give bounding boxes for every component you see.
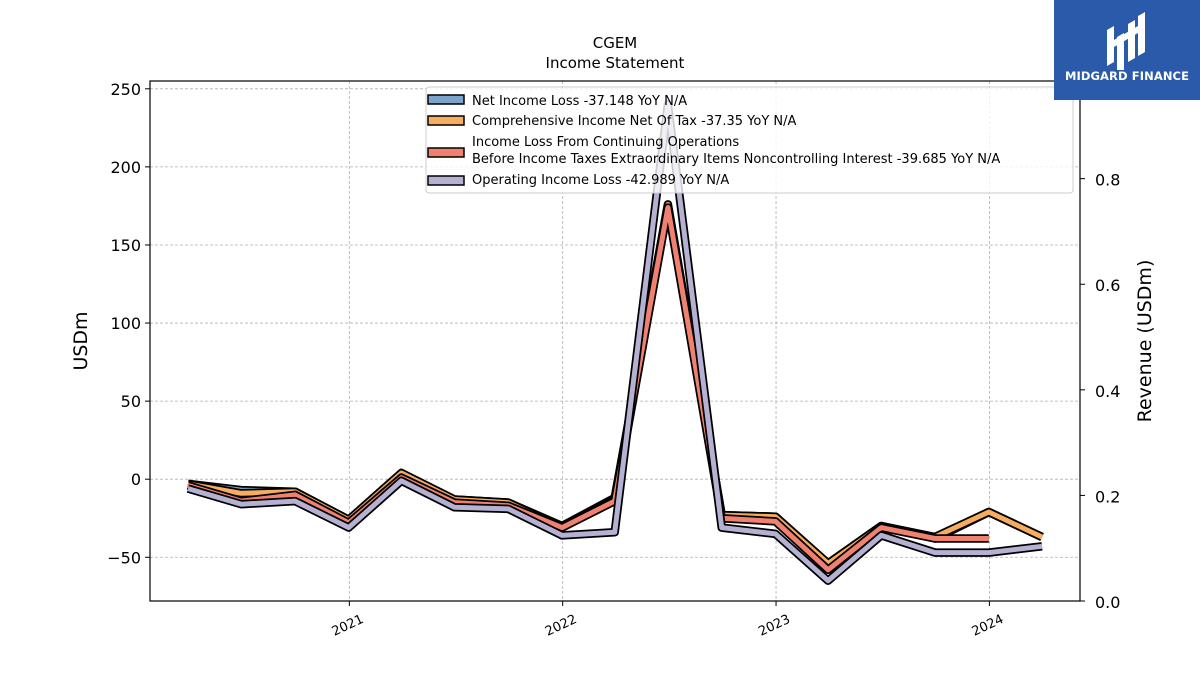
right-axis-ticks: 0.8 0.6 0.4 0.2 0.0: [1080, 171, 1120, 612]
chart-subtitle: Income Statement: [546, 54, 685, 72]
y-axis-label: USDm: [70, 311, 92, 370]
legend-box: [425, 86, 1074, 194]
legend-swatch: [427, 175, 465, 186]
series-line-fill: [187, 101, 1043, 584]
legend-label: Net Income Loss -37.148 YoY N/A: [472, 94, 687, 109]
series-line: [186, 203, 989, 575]
x-axis-ticks: 2021 2022 2023 2024: [330, 601, 1006, 640]
chart-title: CGEM: [593, 34, 638, 52]
series-lines: [186, 100, 1044, 585]
legend-swatch: [427, 147, 465, 158]
legend-label: Income Loss From Continuing Operations: [472, 135, 739, 150]
legend-label: Before Income Taxes Extraordinary Items …: [472, 152, 1000, 167]
legend-swatch: [427, 94, 465, 105]
y-tick-label: 100: [110, 314, 141, 333]
x-tick-label: 2024: [970, 612, 1006, 640]
y2-axis-label: Revenue (USDm): [1134, 260, 1156, 423]
legend-label: Comprehensive Income Net Of Tax -37.35 Y…: [472, 114, 797, 129]
midgard-logo-icon: [1107, 12, 1145, 70]
series-line-fill: [187, 205, 989, 573]
series-line: [186, 100, 1043, 585]
y-tick-label: 250: [110, 80, 141, 99]
y-tick-label: 200: [110, 158, 141, 177]
y-tick-label: 50: [121, 392, 141, 411]
y-tick-label: −50: [107, 548, 141, 567]
legend-label: Operating Income Loss -42.989 YoY N/A: [472, 173, 729, 188]
x-tick-label: 2021: [330, 612, 366, 640]
y2-tick-label: 0.2: [1095, 487, 1120, 506]
x-tick-label: 2023: [756, 612, 792, 640]
y-tick-label: 0: [131, 470, 141, 489]
y2-tick-label: 0.0: [1095, 593, 1120, 612]
y-tick-label: 150: [110, 236, 141, 255]
y2-tick-label: 0.6: [1095, 276, 1120, 295]
y2-tick-label: 0.4: [1095, 382, 1120, 401]
y2-tick-label: 0.8: [1095, 171, 1120, 190]
plot-frame: [149, 80, 1081, 602]
brand-logo-text: MIDGARD FINANCE: [1064, 69, 1190, 83]
legend-swatch: [427, 115, 465, 126]
legend: Net Income Loss -37.148 YoY N/A Comprehen…: [425, 86, 1074, 194]
brand-logo: MIDGARD FINANCE: [1054, 0, 1200, 100]
x-tick-label: 2022: [543, 612, 579, 640]
left-axis-ticks: 250 200 150 100 50 0 −50: [107, 80, 150, 567]
